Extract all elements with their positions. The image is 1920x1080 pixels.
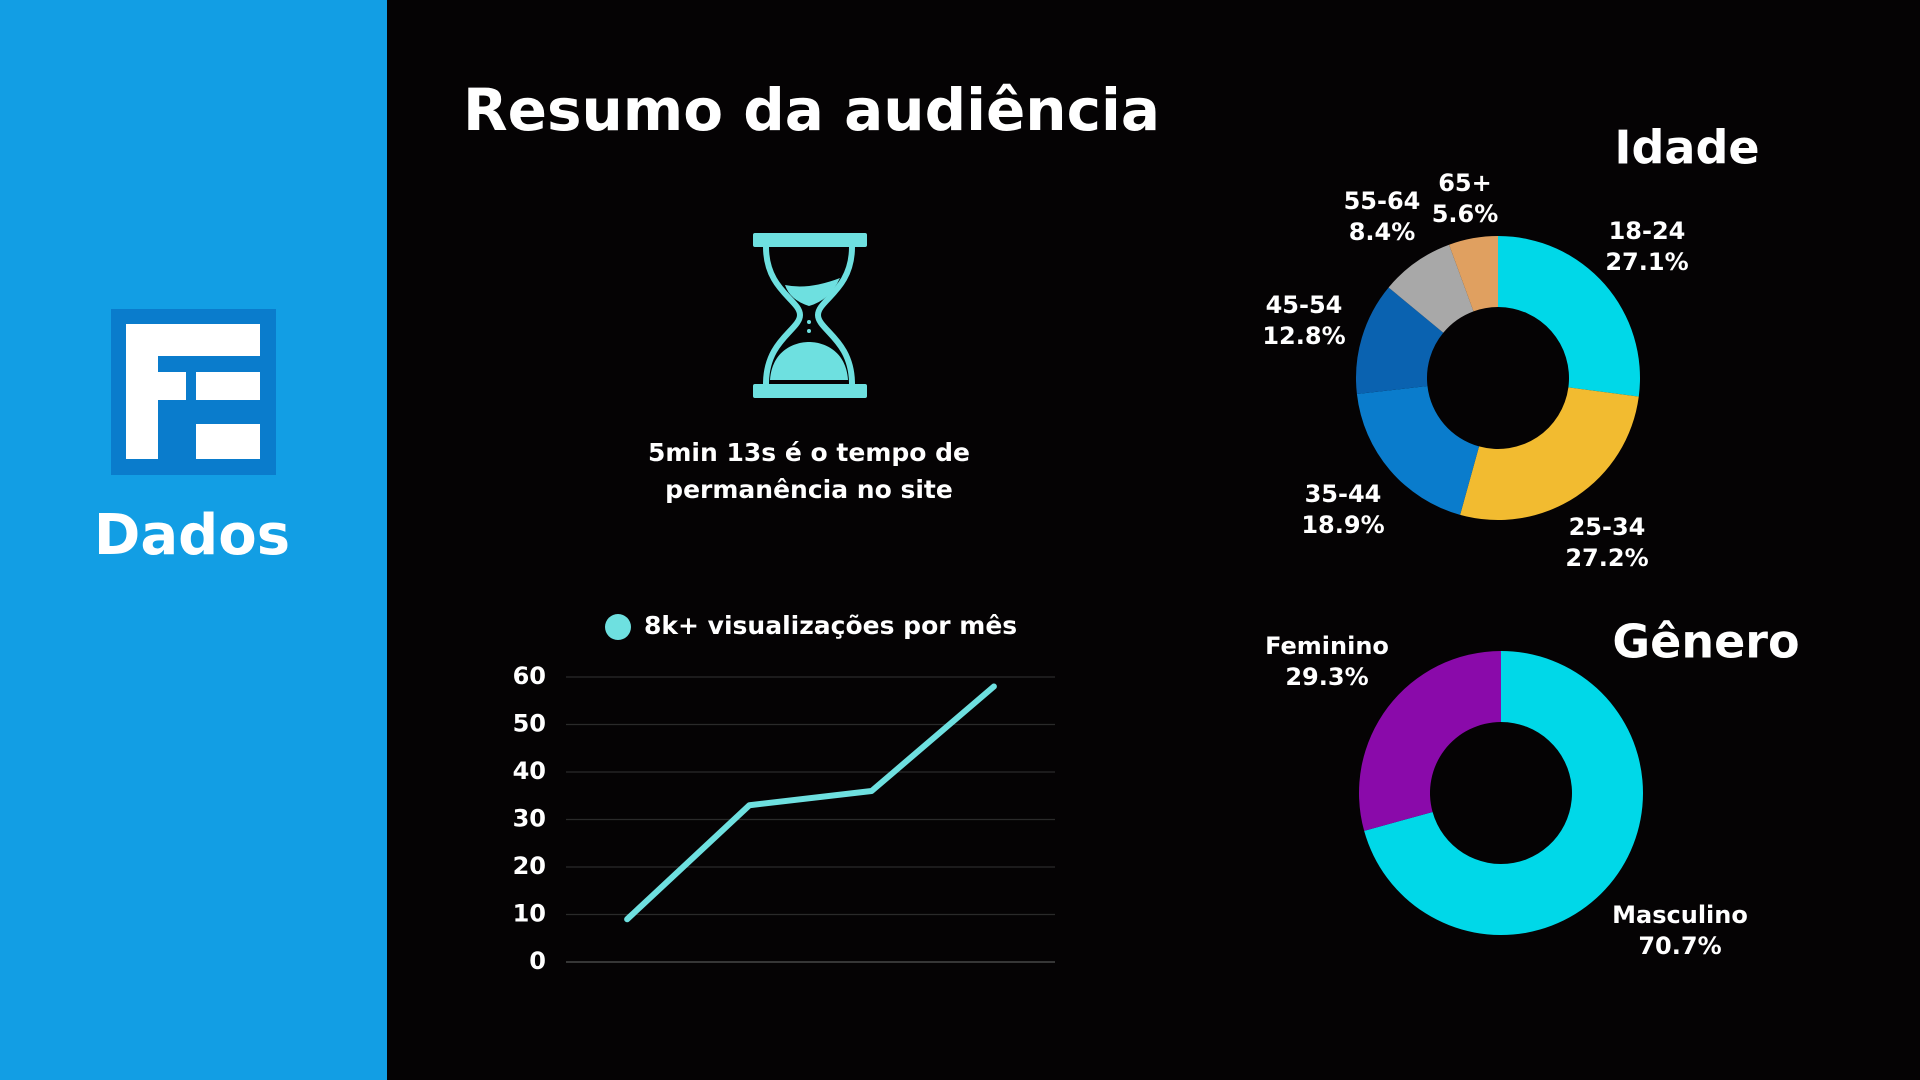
slice-category: 65+ (1438, 169, 1492, 197)
donut-slice (1388, 244, 1474, 333)
sidebar-label: Dados (94, 503, 290, 568)
slice-value: 18.9% (1301, 511, 1384, 539)
y-tick-label: 60 (513, 662, 546, 690)
icon-part (753, 384, 867, 398)
donut-slice (1460, 387, 1639, 520)
donut-slice (1356, 386, 1480, 515)
slice-category: 25-34 (1569, 513, 1646, 541)
y-tick-label: 20 (513, 852, 546, 880)
logo (111, 309, 276, 475)
slice-category: Feminino (1265, 632, 1389, 660)
y-tick-label: 50 (513, 710, 546, 738)
y-tick-label: 0 (529, 947, 546, 975)
y-tick-label: 40 (513, 757, 546, 785)
logo-shape (196, 372, 260, 400)
page-title: Resumo da audiência (463, 76, 1160, 144)
slice-value: 29.3% (1285, 663, 1368, 691)
donut-slice (1356, 287, 1444, 395)
y-tick-label: 30 (513, 805, 546, 833)
chart-title: Gênero (1612, 615, 1799, 669)
stat-text: permanência no site (665, 475, 953, 504)
hourglass-icon (753, 233, 867, 398)
slice-value: 70.7% (1638, 932, 1721, 960)
chart-title: Idade (1614, 121, 1759, 175)
stat-text: 5min 13s é o tempo de (648, 438, 970, 467)
donut-slice (1359, 651, 1501, 831)
slice-category: 45-54 (1266, 291, 1343, 319)
sidebar (0, 0, 387, 1080)
slice-value: 12.8% (1262, 322, 1345, 350)
donut-slice (1498, 236, 1640, 397)
slice-category: 35-44 (1305, 480, 1382, 508)
slice-value: 5.6% (1432, 200, 1499, 228)
legend-label: 8k+ visualizações por mês (644, 611, 1017, 640)
logo-shape (126, 372, 186, 400)
donut-slice (1449, 236, 1498, 312)
logo-shape (196, 424, 260, 459)
slice-value: 27.2% (1565, 544, 1648, 572)
logo-shape (126, 324, 260, 356)
slice-category: 18-24 (1609, 217, 1686, 245)
icon-part (753, 233, 867, 247)
icon-part (785, 278, 840, 306)
y-tick-label: 10 (513, 900, 546, 928)
icon-part (770, 342, 848, 380)
slice-value: 8.4% (1349, 218, 1416, 246)
legend-marker (605, 614, 631, 640)
icon-part (763, 246, 855, 385)
slice-value: 27.1% (1605, 248, 1688, 276)
icon-part (807, 329, 811, 333)
donut-slice (1364, 651, 1643, 935)
line-series (624, 683, 997, 923)
slice-category: 55-64 (1344, 187, 1421, 215)
icon-part (807, 320, 811, 324)
slice-category: Masculino (1612, 901, 1748, 929)
